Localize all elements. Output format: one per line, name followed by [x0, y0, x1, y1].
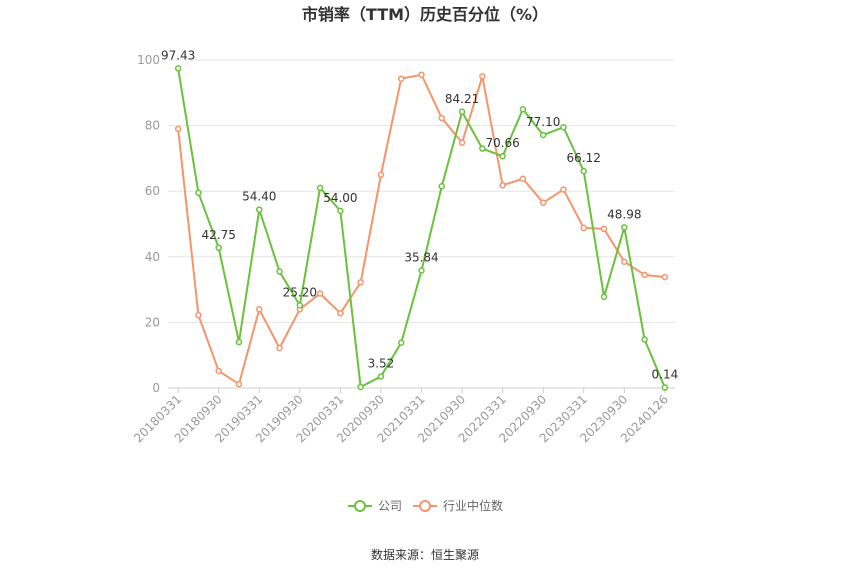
data-label: 77.10 [526, 115, 560, 129]
data-point[interactable] [641, 336, 648, 343]
data-point[interactable] [621, 224, 628, 231]
data-point[interactable] [580, 224, 587, 232]
data-point[interactable] [600, 225, 608, 233]
legend-marker [419, 500, 431, 512]
legend-item[interactable]: 公司 [348, 499, 402, 513]
data-point[interactable] [560, 123, 567, 131]
data-label: 48.98 [607, 207, 641, 221]
data-label: 70.66 [485, 136, 519, 150]
data-point[interactable] [377, 171, 385, 179]
data-point[interactable] [661, 273, 669, 281]
data-point[interactable] [337, 207, 344, 215]
data-point[interactable] [195, 311, 202, 319]
data-label: 66.12 [567, 151, 601, 165]
data-point[interactable] [458, 139, 466, 146]
data-point[interactable] [539, 199, 547, 206]
y-tick-label: 0 [152, 381, 160, 395]
data-point[interactable] [296, 302, 304, 309]
data-point[interactable] [377, 373, 385, 380]
legend-label: 行业中位数 [443, 498, 503, 513]
y-tick-label: 60 [145, 184, 160, 198]
data-point[interactable] [215, 244, 222, 252]
data-point[interactable] [661, 384, 669, 391]
data-point[interactable] [215, 367, 222, 375]
data-point[interactable] [458, 108, 466, 116]
data-point[interactable] [600, 293, 608, 301]
data-label: 0.14 [652, 368, 679, 382]
data-point[interactable] [418, 267, 425, 274]
data-point[interactable] [316, 290, 324, 297]
chart-title: 市销率（TTM）历史百分位（%） [302, 5, 548, 24]
y-tick-label: 40 [145, 250, 160, 264]
data-point[interactable] [621, 258, 628, 265]
data-point[interactable] [519, 105, 527, 113]
data-point[interactable] [357, 279, 364, 286]
data-point[interactable] [235, 338, 243, 346]
series-line [177, 73, 665, 386]
data-point[interactable] [357, 383, 364, 391]
data-point[interactable] [479, 145, 486, 152]
legend-label: 公司 [378, 499, 402, 513]
data-point[interactable] [519, 175, 527, 182]
data-point[interactable] [499, 152, 506, 160]
data-point[interactable] [397, 339, 405, 346]
data-point[interactable] [195, 189, 202, 197]
data-label: 54.40 [242, 190, 276, 204]
source-note: 数据来源：恒生聚源 [371, 547, 479, 562]
data-point[interactable] [397, 75, 405, 82]
y-tick-label: 100 [137, 53, 160, 67]
data-point[interactable] [256, 306, 263, 313]
y-tick-label: 20 [145, 315, 160, 329]
data-point[interactable] [256, 206, 263, 213]
data-point[interactable] [438, 183, 446, 190]
y-tick-label: 80 [145, 119, 160, 133]
data-point[interactable] [276, 268, 283, 275]
data-labels: 97.43 42.75 54.40 25.20 54.00 3.52 35.84 84.21 7… [161, 48, 678, 381]
data-label: 84.21 [445, 92, 479, 106]
legend-marker [354, 500, 366, 512]
data-point[interactable] [174, 65, 182, 72]
axes: 0204060801002018033120180930201903312019… [131, 53, 675, 445]
data-point[interactable] [235, 380, 243, 388]
data-point[interactable] [174, 125, 182, 133]
data-label: 97.43 [161, 48, 195, 62]
data-label: 54.00 [323, 191, 357, 205]
data-point[interactable] [539, 131, 547, 139]
data-point[interactable] [418, 71, 425, 79]
data-point[interactable] [337, 309, 344, 317]
legend-item[interactable]: 行业中位数 [413, 498, 503, 513]
data-label: 3.52 [368, 356, 395, 370]
data-label: 25.20 [283, 285, 317, 299]
data-point[interactable] [641, 271, 648, 279]
data-point[interactable] [499, 182, 506, 189]
data-point[interactable] [479, 73, 486, 80]
data-point[interactable] [560, 186, 567, 193]
data-label: 42.75 [202, 228, 236, 242]
series-layer [174, 65, 669, 391]
data-point[interactable] [316, 184, 324, 192]
data-point[interactable] [276, 344, 283, 352]
data-label: 35.84 [404, 250, 438, 264]
data-point[interactable] [438, 114, 446, 122]
data-point[interactable] [580, 167, 587, 175]
legend[interactable]: 公司 行业中位数 [348, 498, 503, 513]
